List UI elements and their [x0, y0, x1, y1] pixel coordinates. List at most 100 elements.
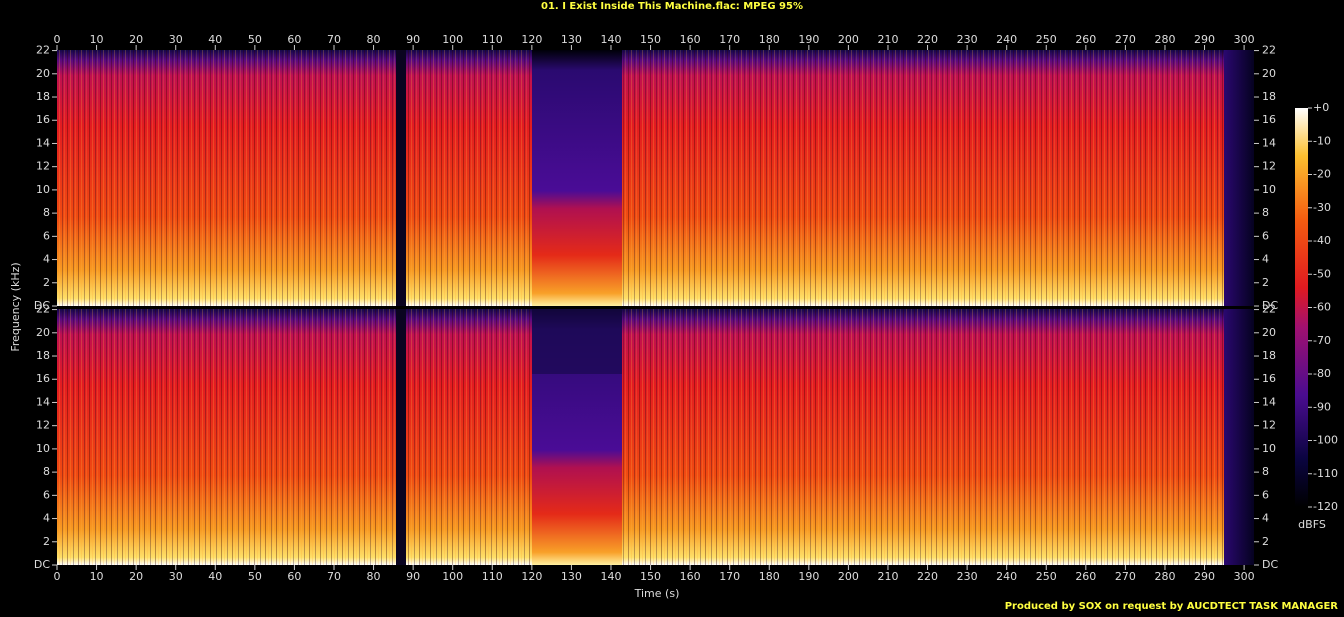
colorbar-tick-label: -110	[1313, 467, 1338, 480]
x-tick-label: 80	[367, 33, 381, 46]
x-tick-label: 200	[838, 570, 859, 583]
x-tick-label: 160	[680, 33, 701, 46]
x-tick-label: 40	[208, 570, 222, 583]
x-tick-label: 170	[719, 33, 740, 46]
x-tick-label: 120	[521, 570, 542, 583]
x-tick-label: 110	[482, 33, 503, 46]
x-tick-label: 120	[521, 33, 542, 46]
colorbar-tick-label: -80	[1313, 367, 1331, 380]
x-tick-label: 230	[957, 570, 978, 583]
x-tick-label: 150	[640, 570, 661, 583]
y-tick-label: 10	[1262, 183, 1276, 196]
x-tick-label: 290	[1194, 570, 1215, 583]
colorbar-label: dBFS	[1298, 518, 1326, 531]
y-tick-label: 18	[1262, 349, 1276, 362]
y-tick-label: DC	[34, 299, 50, 312]
y-tick-label: 18	[36, 349, 50, 362]
colorbar-tick-label: -120	[1313, 500, 1338, 513]
x-tick-label: 30	[169, 33, 183, 46]
colorbar	[1295, 108, 1308, 507]
x-tick-label: 240	[996, 570, 1017, 583]
footer: Produced by SOX on request by AUCDTECT T…	[1005, 601, 1339, 612]
y-tick-label: 12	[36, 160, 50, 173]
y-axis-label: Frequency (kHz)	[9, 262, 22, 351]
x-tick-label: 250	[1036, 570, 1057, 583]
y-tick-label: 22	[36, 44, 50, 57]
x-tick-label: 210	[877, 33, 898, 46]
y-tick-label: 2	[1262, 535, 1269, 548]
y-tick-label: 4	[1262, 253, 1269, 266]
colorbar-tick-label: -90	[1313, 400, 1331, 413]
y-tick-label: 2	[43, 535, 50, 548]
x-tick-label: 250	[1036, 33, 1057, 46]
x-tick-label: 270	[1115, 570, 1136, 583]
x-tick-label: 260	[1075, 33, 1096, 46]
colorbar-tick-label: -60	[1313, 301, 1331, 314]
colorbar-tick-label: -30	[1313, 201, 1331, 214]
x-tick-label: 230	[957, 33, 978, 46]
x-tick-label: 220	[917, 570, 938, 583]
colorbar-tick-label: -70	[1313, 334, 1331, 347]
x-tick-label: 260	[1075, 570, 1096, 583]
y-tick-label: 4	[1262, 512, 1269, 525]
colorbar-tick-label: -10	[1313, 134, 1331, 147]
spectrogram-top	[57, 50, 1254, 306]
y-tick-label: 18	[36, 90, 50, 103]
y-tick-label: 16	[36, 372, 50, 385]
x-tick-label: 90	[406, 570, 420, 583]
colorbar-tick-label: +0	[1313, 101, 1329, 114]
y-tick-label: 16	[1262, 113, 1276, 126]
x-tick-label: 60	[287, 570, 301, 583]
x-tick-label: 130	[561, 33, 582, 46]
y-tick-label: 12	[1262, 160, 1276, 173]
y-tick-label: 22	[36, 303, 50, 316]
y-tick-label: 18	[1262, 90, 1276, 103]
y-tick-label: 16	[36, 113, 50, 126]
x-tick-label: 190	[798, 33, 819, 46]
y-tick-label: 14	[36, 395, 50, 408]
x-tick-label: 70	[327, 33, 341, 46]
x-tick-label: 50	[248, 33, 262, 46]
x-tick-label: 190	[798, 570, 819, 583]
x-tick-label: 40	[208, 33, 222, 46]
y-tick-label: 20	[36, 67, 50, 80]
y-tick-label: 6	[1262, 488, 1269, 501]
y-tick-label: 14	[1262, 136, 1276, 149]
x-tick-label: 0	[54, 570, 61, 583]
x-tick-label: 140	[600, 33, 621, 46]
x-tick-label: 10	[90, 570, 104, 583]
y-tick-label: 10	[36, 442, 50, 455]
x-tick-label: 130	[561, 570, 582, 583]
x-tick-label: 280	[1154, 570, 1175, 583]
x-tick-label: 240	[996, 33, 1017, 46]
x-tick-label: 0	[54, 33, 61, 46]
y-tick-label: 8	[43, 465, 50, 478]
spectrogram-bottom	[57, 309, 1254, 565]
y-tick-label: 2	[43, 276, 50, 289]
chart-title: 01. I Exist Inside This Machine.flac: MP…	[541, 1, 803, 12]
y-tick-label: DC	[34, 558, 50, 571]
y-tick-label: 22	[1262, 303, 1276, 316]
y-tick-label: 8	[1262, 465, 1269, 478]
y-tick-label: 6	[43, 488, 50, 501]
x-tick-label: 20	[129, 33, 143, 46]
x-tick-label: 290	[1194, 33, 1215, 46]
y-tick-label: 14	[1262, 395, 1276, 408]
x-axis-label: Time (s)	[634, 587, 680, 600]
x-tick-label: 270	[1115, 33, 1136, 46]
x-tick-label: 70	[327, 570, 341, 583]
y-tick-label: 8	[1262, 206, 1269, 219]
x-tick-label: 210	[877, 570, 898, 583]
y-tick-label: 6	[43, 229, 50, 242]
y-tick-label: 4	[43, 253, 50, 266]
x-tick-label: 220	[917, 33, 938, 46]
y-tick-label: 6	[1262, 229, 1269, 242]
y-tick-label: 14	[36, 136, 50, 149]
x-tick-label: 50	[248, 570, 262, 583]
y-tick-label: 20	[36, 326, 50, 339]
x-tick-label: 90	[406, 33, 420, 46]
x-tick-label: 170	[719, 570, 740, 583]
colorbar-tick-label: -50	[1313, 267, 1331, 280]
